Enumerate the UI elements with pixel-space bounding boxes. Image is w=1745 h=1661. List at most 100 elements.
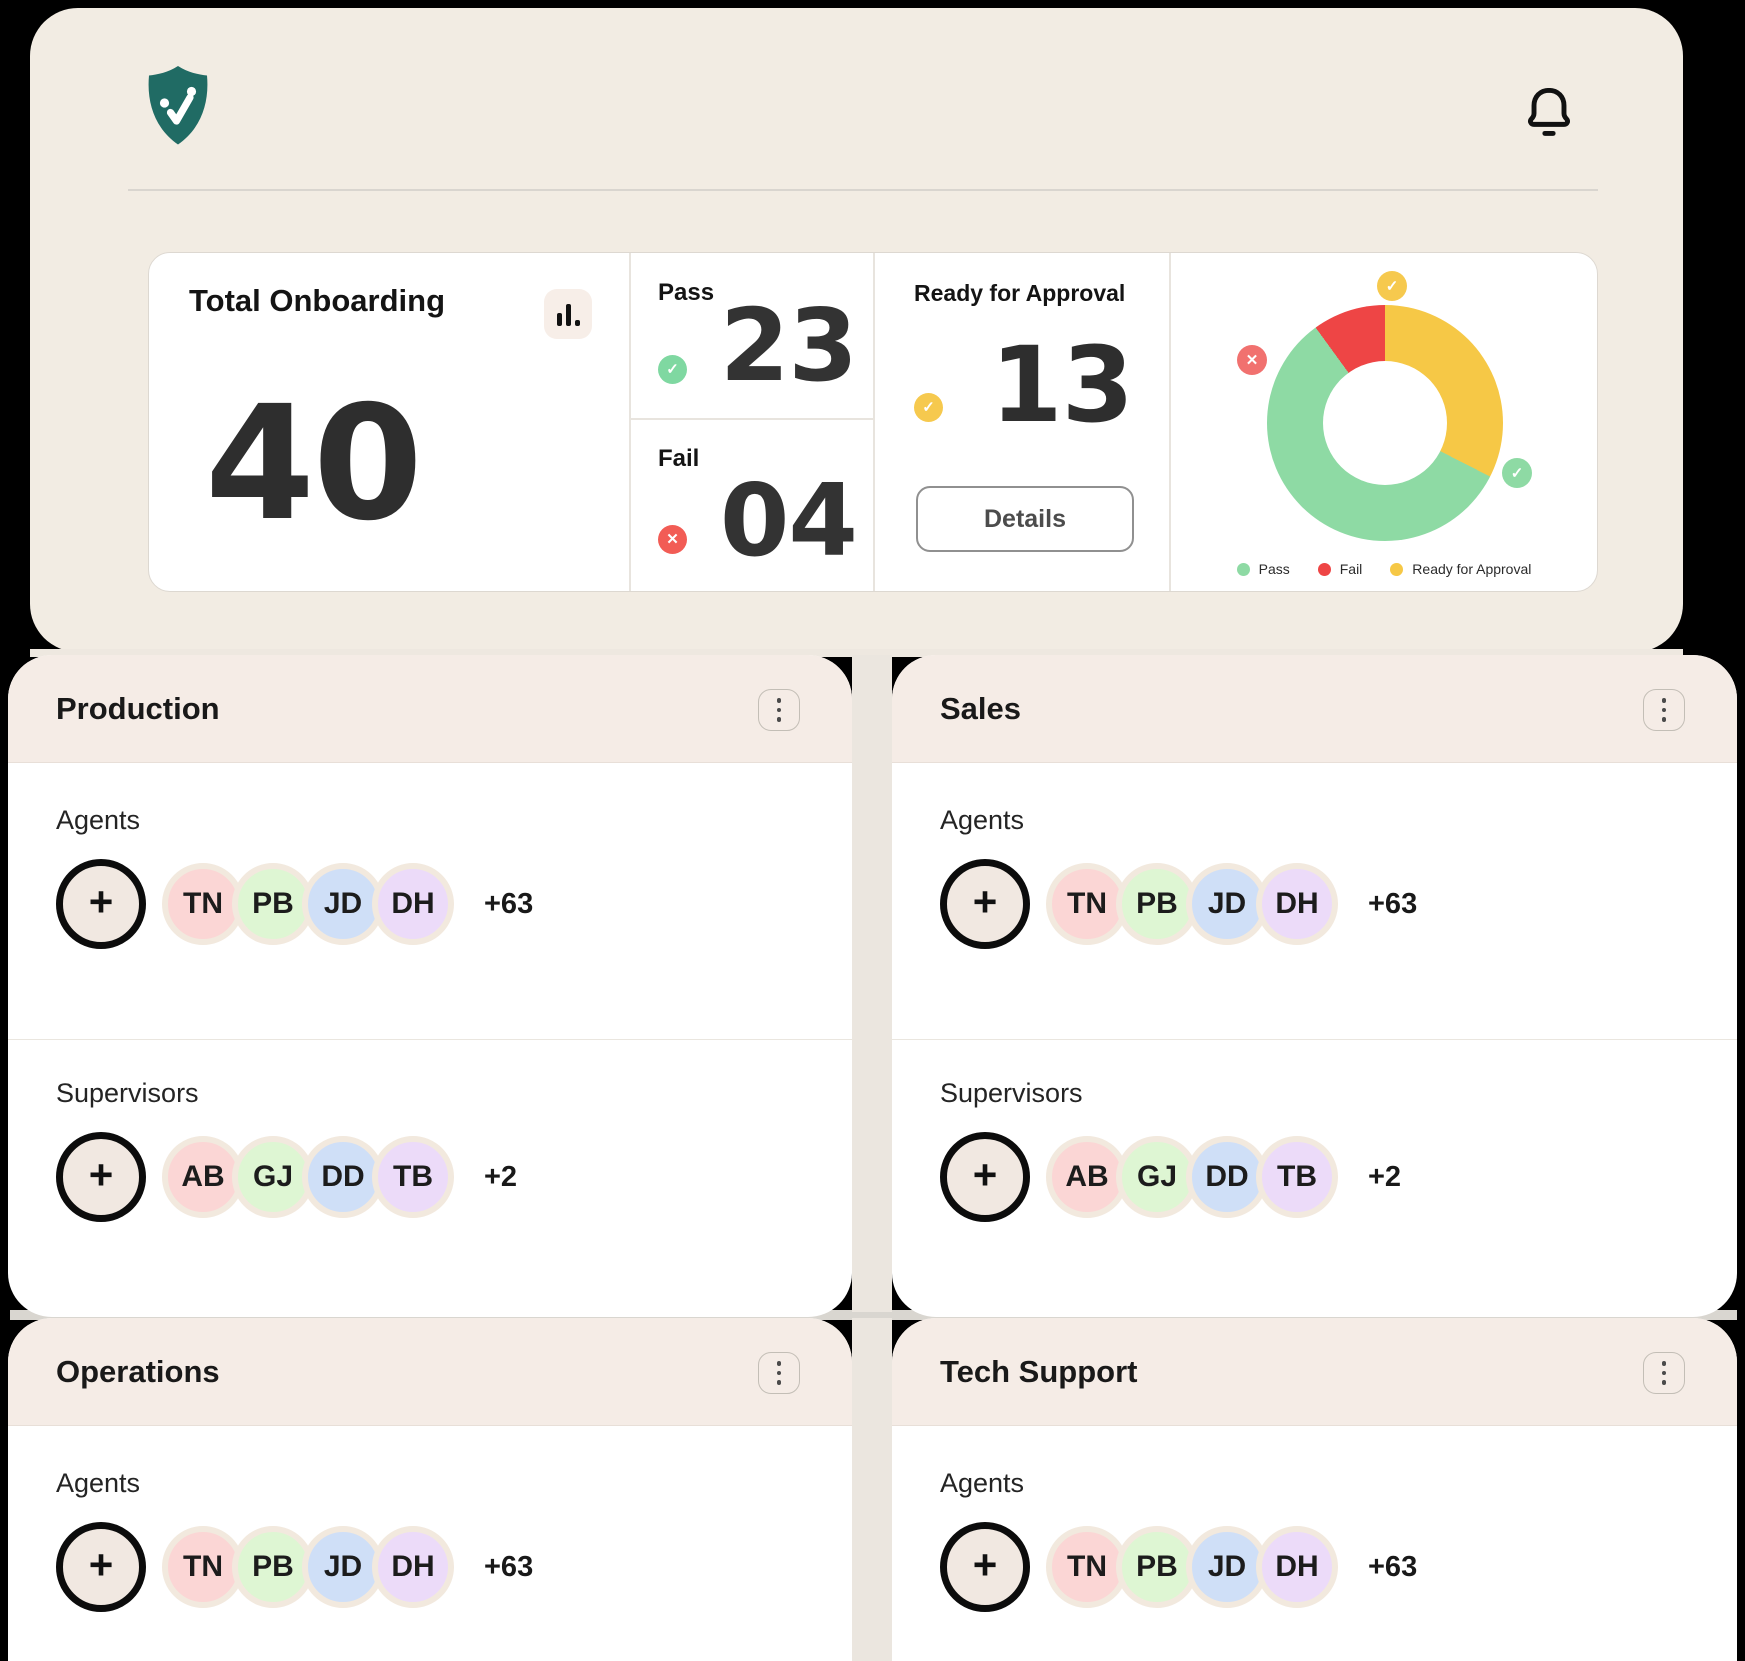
vertical-ellipsis-icon [1661, 698, 1667, 703]
department-card-production: Production Agents + TN PB JD DH +63 Supervisors… [8, 655, 852, 1317]
avatar[interactable]: DH [372, 1526, 454, 1608]
plus-icon: + [972, 878, 998, 925]
card-menu-button[interactable] [1643, 689, 1685, 731]
more-avatars-count[interactable]: +63 [1368, 1550, 1418, 1583]
plus-icon: + [88, 1541, 114, 1588]
section-label: Agents [940, 805, 1025, 835]
bar-chart-icon [556, 313, 562, 326]
avatar-row: + TN PB JD DH +63 [56, 1522, 852, 1612]
avatar[interactable]: PB [232, 1526, 314, 1608]
card-menu-button[interactable] [758, 1352, 800, 1394]
avatar-stack: TN PB JD DH [162, 863, 454, 945]
legend-dot-icon [1390, 562, 1404, 576]
avatar-stack: AB GJ DD TB [1046, 1136, 1338, 1218]
chart-legend: Pass Fail Ready for Approval [1169, 561, 1599, 577]
pass-value: 23 [719, 287, 858, 404]
check-circle-icon: ✓ [1502, 458, 1532, 488]
department-card-sales: Sales Agents + TN PB JD DH +63 Supervisors + AB GJ… [892, 655, 1737, 1317]
card-menu-button[interactable] [1643, 1352, 1685, 1394]
add-agent-button[interactable]: + [940, 859, 1030, 949]
more-avatars-count[interactable]: +2 [1368, 1160, 1402, 1193]
divider [629, 253, 631, 591]
avatar[interactable]: TB [1256, 1136, 1338, 1218]
donut-hole [1323, 361, 1447, 485]
avatar[interactable]: DD [1186, 1136, 1268, 1218]
more-avatars-count[interactable]: +63 [1368, 887, 1418, 920]
avatar-stack: AB GJ DD TB [162, 1136, 454, 1218]
avatar-stack: TN PB JD DH [1046, 863, 1338, 945]
avatar[interactable]: PB [1116, 1526, 1198, 1608]
pass-cell: Pass ✓ 23 [629, 253, 873, 419]
divider [630, 418, 873, 420]
avatar[interactable]: TN [1046, 1526, 1128, 1608]
avatar[interactable]: AB [1046, 1136, 1128, 1218]
avatar[interactable]: DH [1256, 1526, 1338, 1608]
total-onboarding-label: Total Onboarding [189, 283, 446, 318]
add-agent-button[interactable]: + [940, 1522, 1030, 1612]
avatar-row: + AB GJ DD TB +2 [940, 1132, 1737, 1222]
app-logo[interactable] [145, 64, 211, 148]
legend-label: Ready for Approval [1412, 561, 1532, 577]
divider [1169, 253, 1171, 591]
department-card-tech-support: Tech Support Agents+TNPBJDDH+63Superviso… [892, 1318, 1737, 1661]
agents-section: Agents + TN PB JD DH +63 [8, 1426, 852, 1661]
total-onboarding-section: Total Onboarding 40 [149, 253, 629, 591]
header-divider [128, 189, 1598, 191]
seam [852, 655, 892, 1312]
total-onboarding-value: 40 [205, 372, 423, 556]
agents-section: Agents + TN PB JD DH +63 [892, 763, 1737, 1040]
avatar-row: + AB GJ DD TB +2 [56, 1132, 852, 1222]
ready-for-approval-section: Ready for Approval ✓ 13 Details [873, 253, 1169, 591]
add-agent-button[interactable]: + [56, 859, 146, 949]
donut-chart-section: ✓ ✕ ✓ Pass Fail Ready for Approval [1169, 253, 1599, 591]
ready-for-approval-label: Ready for Approval [914, 280, 1126, 306]
check-circle-icon: ✓ [658, 355, 687, 384]
avatar[interactable]: TB [372, 1136, 454, 1218]
seam [30, 649, 1683, 657]
avatar[interactable]: AB [162, 1136, 244, 1218]
avatar-row: + TN PB JD DH +63 [940, 859, 1737, 949]
check-circle-icon: ✓ [1377, 271, 1407, 301]
plus-icon: + [972, 1151, 998, 1198]
legend-item: Pass [1236, 561, 1290, 577]
legend-dot-icon [1317, 562, 1331, 576]
avatar[interactable]: JD [1186, 1526, 1268, 1608]
department-card-header: Production [8, 655, 852, 763]
add-supervisor-button[interactable]: + [56, 1132, 146, 1222]
check-circle-icon: ✓ [914, 393, 943, 422]
avatar[interactable]: DH [372, 863, 454, 945]
avatar[interactable]: GJ [1116, 1136, 1198, 1218]
section-label: Agents [56, 1468, 141, 1498]
bell-icon [1518, 87, 1580, 148]
details-button[interactable]: Details [916, 486, 1134, 552]
fail-value: 04 [719, 462, 858, 579]
agents-section: Agents + TN PB JD DH +63 [892, 1426, 1737, 1661]
legend-label: Fail [1339, 561, 1363, 577]
section-label: Supervisors [940, 1078, 1083, 1108]
add-agent-button[interactable]: + [56, 1522, 146, 1612]
add-supervisor-button[interactable]: + [940, 1132, 1030, 1222]
department-title: Tech Support [940, 1354, 1138, 1389]
plus-icon: + [88, 1151, 114, 1198]
x-circle-icon: ✕ [658, 525, 687, 554]
onboarding-donut-chart [1267, 305, 1503, 541]
more-avatars-count[interactable]: +2 [484, 1160, 518, 1193]
avatar[interactable]: DH [1256, 863, 1338, 945]
onboarding-stats-card: Total Onboarding 40 Pass ✓ 23 Fail ✕ 04 [148, 252, 1598, 592]
seam [10, 1310, 1737, 1320]
bar-chart-button[interactable] [544, 289, 592, 339]
department-title: Production [56, 691, 220, 726]
more-avatars-count[interactable]: +63 [484, 887, 534, 920]
vertical-ellipsis-icon [776, 698, 782, 703]
department-card-header: Sales [892, 655, 1737, 763]
ready-for-approval-value: 13 [990, 324, 1134, 446]
top-panel: Total Onboarding 40 Pass ✓ 23 Fail ✕ 04 [30, 8, 1683, 652]
more-avatars-count[interactable]: +63 [484, 1550, 534, 1583]
card-menu-button[interactable] [758, 689, 800, 731]
avatar[interactable]: PB [1116, 863, 1198, 945]
fail-label: Fail [658, 445, 700, 472]
notifications-button[interactable] [1518, 82, 1580, 144]
avatar-row: + TN PB JD DH +63 [940, 1522, 1737, 1612]
